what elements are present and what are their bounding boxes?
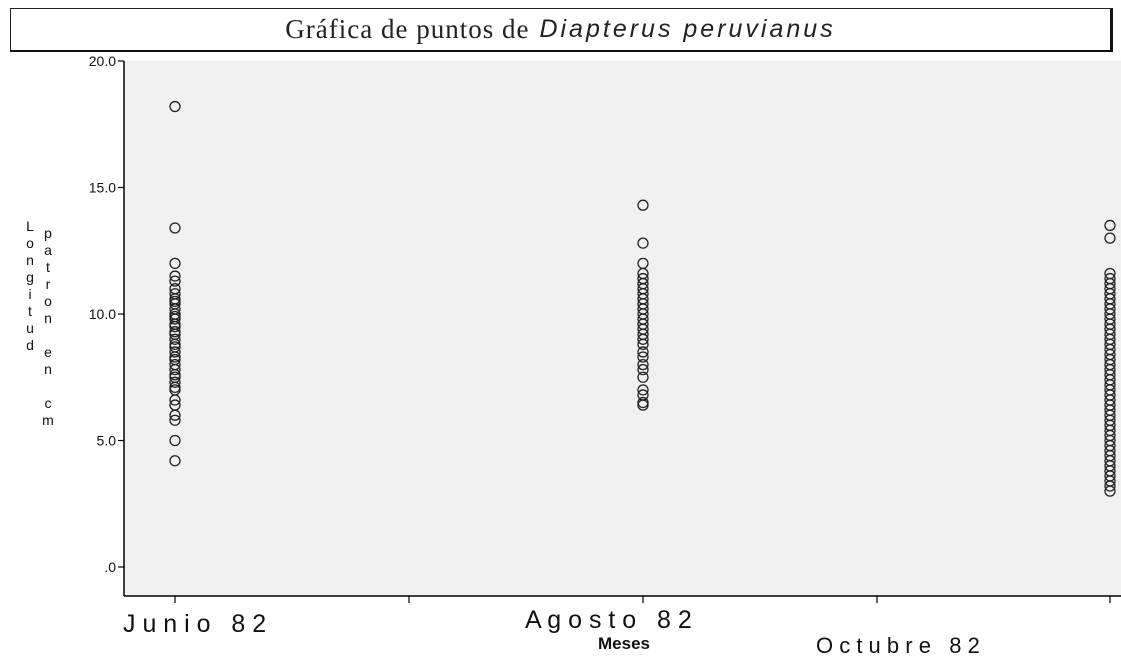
y-axis-label-letter: n <box>44 361 52 378</box>
data-point <box>638 398 648 408</box>
data-point <box>170 436 180 446</box>
y-axis-label-letter: p <box>44 225 52 242</box>
y-axis-label-letter: c <box>45 395 52 412</box>
data-point <box>170 258 180 268</box>
y-tick-label: 15.0 <box>89 180 116 196</box>
y-axis-label-letter: i <box>28 286 31 303</box>
y-axis-label-letter: n <box>26 252 34 269</box>
data-point <box>638 258 648 268</box>
data-point <box>638 238 648 248</box>
y-axis-label-letter <box>46 327 50 344</box>
y-axis-label-letter <box>46 378 50 395</box>
y-axis-label-letter: u <box>26 320 34 337</box>
x-category-label: O c t u b r e 8 2 <box>816 633 980 658</box>
data-point <box>1105 233 1115 243</box>
y-axis-label-letter: L <box>26 218 34 235</box>
y-tick-label: 10.0 <box>89 306 116 322</box>
y-axis-label-letter: g <box>26 269 34 286</box>
x-category-label: J u n i o 8 2 <box>123 610 266 638</box>
y-axis-label-letter: e <box>44 344 52 361</box>
x-axis-label: Meses <box>598 634 650 654</box>
data-point <box>170 102 180 112</box>
data-point <box>170 385 180 395</box>
data-point <box>638 200 648 210</box>
y-axis-label-letter: a <box>44 242 52 259</box>
data-point <box>1105 220 1115 230</box>
y-tick-label: 5.0 <box>97 433 117 449</box>
y-axis-label-letter: n <box>44 310 52 327</box>
y-axis-label-letter: o <box>44 293 52 310</box>
y-axis-label-letter: r <box>46 276 51 293</box>
y-tick-label: .0 <box>104 559 116 575</box>
y-axis-label-letter: t <box>46 259 50 276</box>
data-point <box>638 400 648 410</box>
data-point <box>638 372 648 382</box>
y-axis-label-letter: o <box>26 235 34 252</box>
y-axis-label-letter: t <box>28 303 32 320</box>
x-category-label: A g o s t o 8 2 <box>525 606 692 634</box>
y-axis-label-letter: d <box>26 337 34 354</box>
y-axis-label-letter: m <box>42 412 54 429</box>
y-tick-label: 20.0 <box>89 53 116 69</box>
data-point <box>170 223 180 233</box>
data-point <box>170 456 180 466</box>
